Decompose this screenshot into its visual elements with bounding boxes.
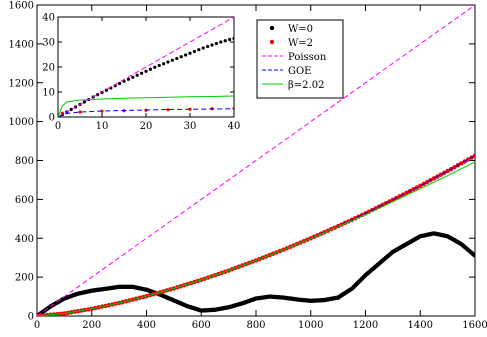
main-y-tick-label: 1200 [9, 78, 34, 89]
main-y-tick-label: 600 [15, 195, 34, 206]
inset-point-w-0 [157, 63, 161, 68]
inset-y-tick-label: 10 [42, 88, 55, 99]
main-line-poisson [37, 5, 475, 316]
main-y-tick-label: 400 [15, 234, 34, 245]
inset-x-tick-label: 30 [184, 121, 197, 132]
inset-point-w-0 [192, 49, 196, 54]
legend-marker [269, 25, 275, 31]
inset-point-w-0 [210, 43, 214, 47]
inset-point-w-0 [170, 58, 174, 62]
inset-point-w-0 [206, 44, 210, 49]
inset-point-w-0 [118, 81, 122, 86]
inset-y-tick-label: 20 [42, 63, 55, 74]
inset-line-poisson [58, 17, 234, 117]
main-point-w-2 [472, 153, 475, 158]
main-y-tick-label: 200 [15, 273, 34, 284]
inset-point-w-0 [166, 60, 170, 64]
main-x-tick-label: 600 [192, 320, 211, 331]
main-x-tick-label: 0 [34, 320, 40, 331]
inset-y-tick-label: 0 [49, 113, 55, 124]
inset-point-w-0 [126, 77, 130, 81]
inset-point-w-0 [140, 71, 144, 75]
inset-point-w-2 [166, 108, 170, 112]
inset-point-w-0 [96, 93, 100, 97]
inset-point-w-0 [188, 51, 192, 55]
main-y-tick-label: 1600 [9, 1, 34, 12]
main-y-tick-label: 1400 [9, 39, 34, 50]
main-x-tick-label: 1000 [298, 320, 323, 331]
legend-marker [269, 39, 275, 45]
main-y-tick-label: 0 [28, 312, 34, 323]
inset-point-w-0 [82, 100, 86, 104]
main-point-w-0 [472, 253, 475, 258]
main-y-tick-label: 1000 [9, 117, 34, 128]
legend-label: W=0 [288, 24, 313, 35]
inset-point-w-0 [162, 62, 166, 66]
inset-point-w-0 [179, 55, 183, 59]
main-panel: 0 200 400 600 800 1000 1200 1400 160002004006008… [9, 1, 487, 332]
main-series-area [37, 5, 475, 316]
inset-line-goe [58, 108, 234, 117]
main-x-tick-label: 1200 [353, 320, 378, 331]
inset-point-w-0 [201, 46, 205, 50]
inset-x-tick-label: 40 [228, 121, 241, 132]
legend-label: β=2.02 [288, 80, 324, 91]
inset-x-tick-label: 10 [96, 121, 109, 132]
inset-x-tick-label: 0 [55, 121, 61, 132]
inset-point-w-0 [228, 37, 232, 42]
main-x-tick-label: 400 [137, 320, 156, 331]
inset-point-w-0 [214, 41, 218, 46]
inset-point-w-0 [197, 48, 201, 52]
inset-point-w-0 [223, 39, 227, 43]
inset-y-tick-label: 40 [42, 13, 55, 24]
main-y-tick-label: 800 [15, 156, 34, 167]
legend-label: Poisson [288, 52, 327, 63]
inset-series-area [58, 17, 234, 117]
main-x-tick-label: 1400 [408, 320, 433, 331]
inset-x-tick-label: 20 [140, 121, 153, 132]
legend-frame [256, 19, 344, 99]
inset-y-tick-label: 30 [42, 38, 55, 49]
inset-point-w-0 [153, 65, 157, 69]
inset-point-w-0 [232, 36, 234, 41]
inset-point-w-0 [148, 67, 152, 71]
main-line-2-02 [37, 161, 475, 316]
inset-point-w-2 [60, 111, 64, 115]
main-x-tick-label: 1600 [462, 320, 487, 331]
inset-line-2-02 [58, 95, 234, 117]
inset-point-w-0 [175, 56, 179, 61]
inset-point-w-0 [219, 40, 223, 44]
inset-point-w-2 [78, 110, 82, 114]
legend-label: W=2 [288, 38, 313, 49]
inset-panel: 0 10 20 30 40 0 10 20 30 40 [42, 13, 240, 133]
inset-point-w-0 [144, 69, 148, 73]
inset-point-w-0 [184, 53, 188, 57]
legend: W=0 W=2 Poisson GOE β=2.02 [256, 19, 344, 99]
legend-label: GOE [288, 66, 312, 77]
main-x-tick-label: 200 [82, 320, 101, 331]
inset-point-w-0 [135, 73, 139, 77]
inset-point-w-0 [131, 75, 135, 79]
main-x-tick-label: 800 [246, 320, 265, 331]
